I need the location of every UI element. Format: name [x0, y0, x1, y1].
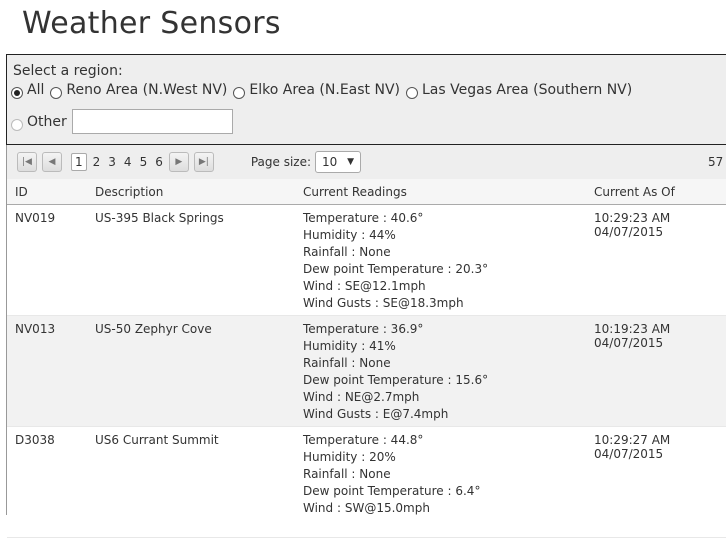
column-header-id[interactable]: ID	[15, 185, 28, 199]
page-2[interactable]: 2	[92, 155, 101, 169]
page-4[interactable]: 4	[123, 155, 132, 169]
radio-elko[interactable]: Elko Area (N.East NV)	[233, 82, 400, 99]
reading-line: Temperature : 40.6°	[303, 211, 424, 225]
sensor-id: NV019	[15, 211, 56, 225]
region-label: Select a region:	[13, 63, 123, 79]
radio-checked-icon[interactable]	[11, 87, 23, 99]
sensor-readings: Temperature : 44.8° Humidity : 20% Rainfal…	[303, 433, 480, 518]
page-size-label: Page size:	[250, 155, 312, 169]
current-as-of: 10:29:23 AM 04/07/2015	[594, 211, 671, 239]
reading-line: Wind : NE@2.7mph	[303, 390, 420, 404]
radio-las-vegas[interactable]: Las Vegas Area (Southern NV)	[406, 82, 632, 99]
other-label: Other	[27, 113, 67, 130]
reading-line: Wind : SW@15.0mph	[303, 501, 430, 515]
page-title: Weather Sensors	[22, 6, 281, 41]
page-size-select[interactable]: 10 ▼	[315, 151, 362, 173]
page-1[interactable]: 1	[71, 153, 87, 171]
reading-line: Rainfall : None	[303, 245, 391, 259]
column-header-description[interactable]: Description	[95, 185, 164, 199]
sensor-id: NV013	[15, 322, 56, 336]
sensor-description: US6 Currant Summit	[95, 433, 219, 447]
radio-other[interactable]	[11, 118, 23, 131]
reading-line: Wind Gusts : E@7.4mph	[303, 407, 449, 421]
reading-line: Dew point Temperature : 6.4°	[303, 484, 481, 498]
sensor-description: US-50 Zephyr Cove	[95, 322, 212, 336]
column-header-readings[interactable]: Current Readings	[303, 185, 407, 199]
first-page-button[interactable]: |◀	[17, 152, 37, 172]
column-header-as-of[interactable]: Current As Of	[594, 185, 675, 199]
reading-line: Rainfall : None	[303, 467, 391, 481]
sensor-readings: Temperature : 40.6° Humidity : 44% Rainfal…	[303, 211, 488, 313]
reading-line: Dew point Temperature : 20.3°	[303, 262, 489, 276]
prev-page-button[interactable]: ◀	[42, 152, 62, 172]
chevron-down-icon: ▼	[347, 157, 355, 167]
last-page-button[interactable]: ▶|	[193, 152, 214, 172]
reading-line: Wind Gusts : SE@18.3mph	[303, 296, 464, 310]
reading-line: Rainfall : None	[303, 356, 391, 370]
item-count: 57 i	[708, 155, 726, 169]
reading-line: Dew point Temperature : 15.6°	[303, 373, 489, 387]
sensor-readings: Temperature : 36.9° Humidity : 41% Rainfal…	[303, 322, 488, 424]
sensor-id: D3038	[15, 433, 55, 447]
reading-line: Humidity : 20%	[303, 450, 396, 464]
table-row[interactable]: D3038 US6 Currant Summit Temperature : 4…	[7, 427, 726, 538]
page-5[interactable]: 5	[139, 155, 148, 169]
reading-line: Wind : SE@12.1mph	[303, 279, 426, 293]
page-3[interactable]: 3	[108, 155, 116, 169]
page-6[interactable]: 6	[155, 155, 163, 169]
table-row[interactable]: NV019 US-395 Black Springs Temperature :…	[7, 205, 726, 316]
other-region-input[interactable]	[71, 109, 233, 134]
next-page-button[interactable]: ▶	[168, 152, 189, 172]
radio-all[interactable]: All	[11, 82, 44, 99]
reading-line: Temperature : 44.8°	[303, 433, 424, 447]
reading-line: Humidity : 44%	[303, 228, 396, 242]
current-as-of: 10:19:23 AM 04/07/2015	[594, 322, 671, 350]
pager: |◀ ◀ 1 2 3 4 5 6 ▶ ▶| Page size: 10 ▼ 57 …	[7, 145, 726, 179]
radio-icon[interactable]	[406, 87, 418, 99]
table-row[interactable]: NV013 US-50 Zephyr Cove Temperature : 36…	[7, 316, 726, 427]
sensor-description: US-395 Black Springs	[95, 211, 224, 225]
region-selector: Select a region: All Reno Area (N.West N…	[6, 54, 726, 145]
radio-reno[interactable]: Reno Area (N.West NV)	[50, 82, 227, 99]
radio-icon[interactable]	[233, 87, 246, 99]
current-as-of: 10:29:27 AM 04/07/2015	[594, 433, 671, 461]
reading-line: Temperature : 36.9°	[303, 322, 424, 336]
radio-icon[interactable]	[50, 87, 63, 99]
sensor-grid: |◀ ◀ 1 2 3 4 5 6 ▶ ▶| Page size: 10 ▼ 57 …	[6, 145, 726, 538]
table-header: ID Description Current Readings Current …	[7, 179, 726, 205]
reading-line: Humidity : 41%	[303, 339, 396, 353]
